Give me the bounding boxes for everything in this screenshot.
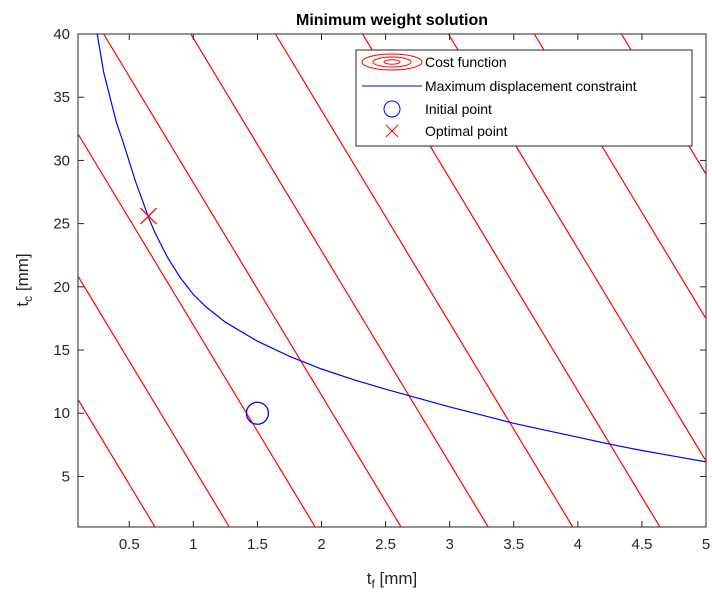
- legend-optimal-label: Optimal point: [425, 123, 508, 139]
- x-tick-label: 0.5: [119, 536, 140, 553]
- x-tick-label: 1: [189, 536, 197, 553]
- y-tick-label: 35: [53, 89, 70, 106]
- x-tick-label: 5: [702, 536, 710, 553]
- initial-point-marker: [245, 401, 270, 425]
- x-tick-label: 4.5: [631, 536, 652, 553]
- legend-box: [355, 49, 693, 147]
- y-tick-label: 30: [53, 152, 70, 169]
- x-tick-label: 3.5: [503, 536, 524, 553]
- constraint-layer: [96, 34, 706, 463]
- legend-cost-label: Cost function: [425, 54, 507, 70]
- cost-contour-line: [190, 34, 489, 527]
- legend-initial-label: Initial point: [425, 101, 492, 117]
- x-tick-label: 4: [574, 536, 582, 553]
- legend-cost-icon: [361, 53, 423, 71]
- x-tick-label: 2.5: [375, 536, 396, 553]
- y-tick-label: 5: [62, 468, 70, 485]
- constraint-curve: [96, 34, 706, 463]
- legend: Cost function Maximum displacement const…: [355, 49, 693, 147]
- optimal-point-marker: [140, 207, 157, 225]
- cost-contour-line: [103, 34, 402, 527]
- y-tick-label: 15: [53, 342, 70, 359]
- legend-optimal-icon: [385, 124, 399, 138]
- cost-contour-line: [78, 132, 316, 527]
- legend-initial-icon: [383, 100, 401, 118]
- y-tick-label: 20: [53, 279, 70, 296]
- y-tick-label: 25: [53, 216, 70, 233]
- cost-contour-line: [274, 34, 574, 527]
- cost-contour-line: [78, 275, 230, 527]
- y-axis-ticks: 5 10 15 20 25 30 35 40: [53, 26, 706, 485]
- y-tick-label: 10: [53, 405, 70, 422]
- x-tick-label: 3: [446, 536, 454, 553]
- points-layer: [140, 207, 270, 425]
- legend-constraint-label: Maximum displacement constraint: [425, 78, 637, 94]
- y-tick-label: 40: [53, 26, 70, 43]
- y-axis-label: tc [mm]: [13, 253, 35, 306]
- x-axis-ticks: 0.5 1 1.5 2 2.5 3 3.5 4 4.5 5: [119, 34, 710, 553]
- x-axis-label: tf [mm]: [367, 569, 418, 591]
- x-tick-label: 1.5: [247, 536, 268, 553]
- chart-title: Minimum weight solution: [296, 12, 488, 29]
- x-tick-label: 2: [317, 536, 325, 553]
- cost-contour-line: [78, 398, 156, 527]
